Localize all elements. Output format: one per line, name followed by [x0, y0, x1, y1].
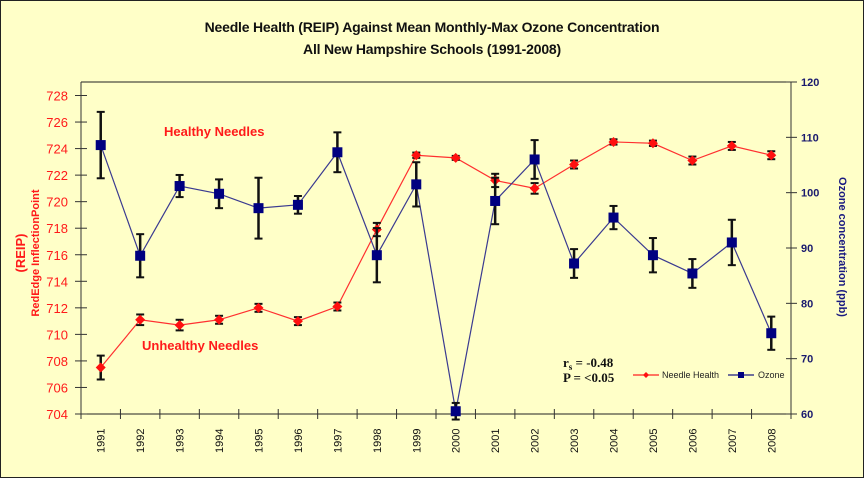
x-tick-label: 1994	[214, 429, 226, 453]
stat-p: P = <0.05	[563, 370, 615, 385]
legend-needle-health-marker	[643, 372, 649, 378]
annotation-healthy-needles: Healthy Needles	[164, 124, 264, 139]
ozone-point	[687, 268, 698, 279]
ozone-point	[135, 250, 146, 261]
needle-health-point	[292, 316, 303, 327]
ozone-point	[214, 188, 225, 199]
ozone-point	[253, 203, 264, 214]
x-tick-label: 2000	[451, 429, 463, 453]
x-tick-label: 1992	[135, 429, 147, 453]
left-axis-title-line2: RedEdge InflectionPoint	[30, 189, 42, 316]
legend-needle-health-label: Needle Health	[662, 370, 719, 380]
ozone-point	[450, 406, 461, 417]
needle-health-point	[569, 159, 580, 170]
legend-ozone-label: Ozone	[758, 370, 785, 380]
ozone-point	[529, 154, 540, 165]
needle-health-point	[411, 150, 422, 161]
needle-health-point	[135, 314, 146, 325]
x-tick-label: 1998	[372, 429, 384, 453]
left-tick-label: 716	[46, 248, 68, 263]
x-tick-label: 2005	[648, 429, 660, 453]
ozone-point	[766, 328, 777, 339]
left-tick-label: 720	[46, 195, 68, 210]
needle-health-point	[253, 302, 264, 313]
left-tick-label: 714	[46, 274, 68, 289]
left-tick-label: 726	[46, 115, 68, 130]
needle-health-point	[766, 150, 777, 161]
x-tick-label: 2007	[727, 429, 739, 453]
left-tick-label: 712	[46, 301, 68, 316]
x-tick-label: 1996	[293, 429, 305, 453]
right-tick-label: 90	[801, 243, 813, 255]
x-tick-label: 1993	[175, 429, 187, 453]
x-tick-label: 1997	[332, 429, 344, 453]
left-tick-label: 728	[46, 89, 68, 104]
x-tick-label: 2004	[609, 429, 621, 453]
x-tick-label: 2001	[490, 429, 502, 453]
ozone-point	[726, 237, 737, 248]
left-tick-label: 722	[46, 168, 68, 183]
x-tick-label: 2008	[766, 429, 778, 453]
left-tick-label: 704	[46, 407, 68, 422]
needle-health-point	[726, 140, 737, 151]
x-tick-label: 2003	[569, 429, 581, 453]
left-tick-label: 708	[46, 354, 68, 369]
needle-health-point	[174, 320, 185, 331]
ozone-point	[95, 140, 106, 151]
ozone-point	[608, 212, 619, 223]
x-tick-label: 2002	[530, 429, 542, 453]
right-axis-title: Ozone concentration (ppb)	[836, 177, 848, 317]
ozone-point	[371, 250, 382, 261]
ozone-point	[292, 199, 303, 210]
ozone-point	[411, 179, 422, 190]
right-tick-label: 120	[801, 77, 819, 89]
series-line-needle-health	[100, 141, 772, 368]
left-tick-label: 706	[46, 380, 68, 395]
needle-health-point	[529, 183, 540, 194]
ozone-point	[332, 147, 343, 158]
needle-health-point	[608, 136, 619, 147]
stat-rs: rs = -0.48	[563, 355, 614, 372]
right-tick-label: 110	[801, 132, 819, 144]
x-tick-label: 1991	[96, 429, 108, 453]
left-tick-label: 718	[46, 221, 68, 236]
chart-subtitle: All New Hampshire Schools (1991-2008)	[303, 41, 561, 57]
left-axis-title-line1: (REIP)	[13, 234, 28, 273]
ozone-point	[569, 258, 580, 269]
ozone-point	[490, 195, 501, 206]
left-tick-label: 710	[46, 327, 68, 342]
annotation-unhealthy-needles: Unhealthy Needles	[142, 338, 258, 353]
chart-title: Needle Health (REIP) Against Mean Monthl…	[204, 19, 660, 35]
needle-health-point	[95, 362, 106, 373]
x-tick-label: 2006	[687, 429, 699, 453]
needle-health-point	[687, 155, 698, 166]
right-tick-label: 70	[801, 354, 813, 366]
needle-health-point	[647, 138, 658, 149]
needle-health-point	[332, 301, 343, 312]
legend-ozone-marker	[738, 372, 744, 378]
x-tick-label: 1995	[254, 429, 266, 453]
x-tick-label: 1999	[411, 429, 423, 453]
needle-health-point	[214, 314, 225, 325]
needle-health-point	[450, 152, 461, 163]
right-tick-label: 80	[801, 298, 813, 310]
series-line-ozone	[100, 144, 772, 412]
ozone-point	[647, 250, 658, 261]
right-tick-label: 60	[801, 409, 813, 421]
ozone-point	[174, 181, 185, 192]
right-tick-label: 100	[801, 188, 819, 200]
left-tick-label: 724	[46, 142, 68, 157]
